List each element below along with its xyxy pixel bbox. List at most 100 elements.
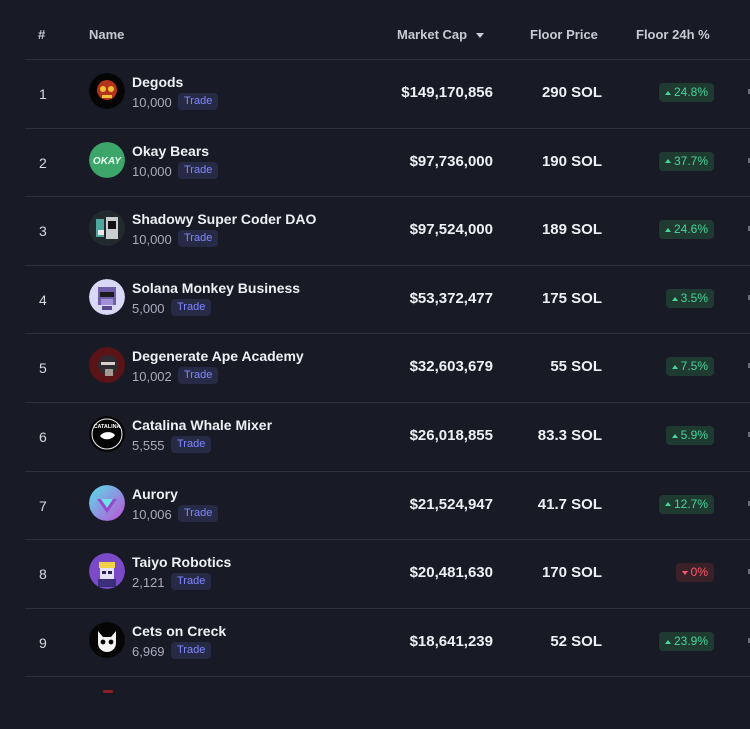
row-divider (25, 402, 750, 403)
trade-button[interactable]: Trade (171, 436, 212, 453)
collection-name[interactable]: Cets on Creck (132, 622, 227, 639)
table-row[interactable]: 2 OKAY Okay Bears 10,000 Trade $97,736,000 190… (0, 127, 750, 196)
trade-button[interactable]: Trade (178, 161, 219, 179)
floor-price-cell: 290 SOL (541, 84, 602, 101)
table-row[interactable]: 6 CATALINA Catalina Whale Mixer 5,555 Trade $… (0, 402, 750, 470)
table-row[interactable]: 5 Degenerate Ape Academy 10,002 Trade $32,60… (0, 333, 750, 401)
degenerate-ape-avatar-icon[interactable] (89, 347, 125, 384)
market-cap-cell: $97,524,000 (409, 221, 493, 239)
trade-button[interactable]: Trade (171, 641, 212, 659)
clipped-column-edge (748, 637, 750, 643)
trade-button[interactable]: Trade (178, 93, 219, 110)
table-row[interactable]: 8 Taiyo Robotics 2,121 Trade $20,481,630 170 … (0, 539, 750, 607)
aurory-avatar-icon[interactable] (89, 484, 125, 521)
row-divider (25, 59, 750, 60)
increase-arrow-icon (664, 228, 671, 233)
row-divider (25, 127, 750, 129)
increase-arrow-icon (664, 502, 671, 507)
collection-name[interactable]: Degenerate Ape Academy (132, 348, 304, 365)
table-divider (25, 676, 750, 677)
clipped-column-edge (748, 226, 750, 232)
collection-supply: 5,000 (132, 300, 165, 316)
floor-change-badge: 37.7% (658, 151, 714, 171)
rank-column-header[interactable]: # (38, 27, 46, 42)
row-divider (25, 333, 750, 335)
clipped-column-edge (748, 157, 750, 163)
floor-change-value: 37.7% (673, 153, 708, 168)
clipped-column-edge (748, 500, 750, 506)
market-cap-cell: $32,603,679 (409, 358, 493, 376)
collection-supply: 10,000 (132, 163, 172, 179)
floor-price-cell: 83.3 SOL (537, 427, 602, 444)
collection-supply: 2,121 (132, 575, 165, 591)
increase-arrow-icon (664, 639, 671, 644)
collection-name[interactable]: Solana Monkey Business (132, 279, 301, 296)
okay-bears-logo-text: OKAY (93, 156, 122, 167)
floor-change-value: 3.5% (680, 290, 708, 305)
row-divider (25, 607, 750, 609)
row-divider (25, 470, 750, 472)
floor-change-badge: 5.9% (665, 426, 714, 445)
next-row-avatar-edge (103, 690, 113, 693)
floor-change-value: 24.6% (673, 222, 708, 237)
increase-arrow-icon (671, 296, 678, 301)
name-column-header[interactable]: Name (89, 27, 125, 42)
floor-change-column-header[interactable]: Floor 24h % (636, 27, 710, 42)
floor-change-badge: 0% (675, 563, 714, 583)
clipped-column-edge (748, 432, 750, 437)
floor-price-cell: 189 SOL (541, 221, 602, 239)
rank-cell: 3 (39, 223, 47, 240)
shadowy-super-coder-avatar-icon[interactable] (89, 210, 125, 247)
rank-cell: 5 (39, 360, 47, 377)
row-divider (25, 264, 750, 266)
floor-price-column-header[interactable]: Floor Price (530, 27, 598, 42)
taiyo-robotics-avatar-icon[interactable] (89, 553, 125, 590)
table-row[interactable]: 3 Shadowy Super Coder DAO 10,000 Trade $97,5… (0, 196, 750, 264)
table-row[interactable]: 9 Cets on Creck 6,969 Trade $18,641,239 52 SO… (0, 607, 750, 676)
collection-name[interactable]: Degods (132, 74, 184, 90)
floor-change-badge: 7.5% (665, 357, 714, 377)
catalina-whale-avatar-icon[interactable]: CATALINA (89, 416, 125, 452)
cets-on-creck-avatar-icon[interactable] (89, 621, 125, 658)
solana-monkey-avatar-icon[interactable] (89, 278, 125, 315)
collection-name[interactable]: Catalina Whale Mixer (132, 417, 273, 433)
table-row[interactable]: 7 Aurory 10,006 Trade $21,524,947 41.7 SOL 12.… (0, 470, 750, 539)
increase-arrow-icon (671, 433, 678, 438)
trade-button[interactable]: Trade (178, 367, 219, 385)
market-cap-cell: $21,524,947 (409, 495, 493, 513)
rank-cell: 4 (39, 291, 47, 308)
table-row[interactable]: 1 Degods 10,000 Trade $149,170,856 290 SOL 24.… (0, 59, 750, 127)
increase-arrow-icon (664, 90, 671, 95)
floor-change-badge: 24.6% (658, 220, 714, 240)
collection-name[interactable]: Taiyo Robotics (132, 554, 232, 571)
rank-cell: 7 (39, 497, 47, 514)
collection-name[interactable]: Aurory (132, 485, 178, 502)
degods-avatar-icon[interactable] (89, 73, 125, 109)
trade-button[interactable]: Trade (171, 573, 212, 591)
table-row[interactable]: 4 Solana Monkey Business 5,000 Trade $53,372… (0, 264, 750, 333)
collection-name[interactable]: Okay Bears (132, 142, 210, 159)
collection-name[interactable]: Shadowy Super Coder DAO (132, 211, 317, 228)
trade-button[interactable]: Trade (178, 504, 219, 522)
table-header: # Name Market Cap Floor Price Floor 24h … (0, 0, 750, 64)
trade-button[interactable]: Trade (178, 230, 219, 248)
floor-price-cell: 41.7 SOL (537, 495, 602, 513)
okay-bears-avatar-icon[interactable]: OKAY (89, 141, 125, 178)
rank-cell: 6 (39, 429, 47, 445)
collection-supply: 6,969 (132, 643, 165, 659)
floor-change-value: 23.9% (673, 633, 708, 648)
rank-cell: 8 (39, 566, 47, 583)
market-cap-cell: $97,736,000 (409, 152, 493, 170)
trade-button[interactable]: Trade (171, 298, 212, 316)
rank-cell: 9 (39, 634, 47, 651)
floor-change-value: 5.9% (680, 428, 708, 442)
floor-change-badge: 24.8% (658, 83, 714, 102)
sort-descending-icon (476, 33, 485, 39)
row-divider (25, 539, 750, 541)
increase-arrow-icon (671, 365, 678, 370)
floor-change-value: 24.8% (673, 85, 708, 99)
floor-change-badge: 12.7% (658, 494, 714, 514)
floor-price-cell: 175 SOL (541, 289, 602, 307)
market-cap-cell: $26,018,855 (409, 427, 493, 444)
market-cap-column-header[interactable]: Market Cap (397, 27, 485, 42)
